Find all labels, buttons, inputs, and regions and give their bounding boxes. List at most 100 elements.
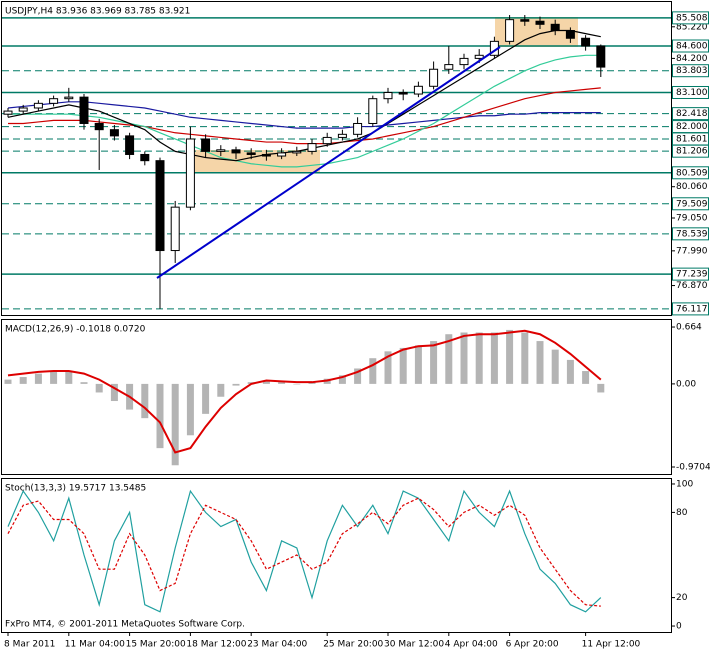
y-tick-label: -0.9704 <box>676 463 710 473</box>
level-label: 81.206 <box>676 147 708 157</box>
panel-title: MACD(12,26,9) -0.1018 0.0720 <box>5 325 146 335</box>
candle-body <box>246 152 256 155</box>
y-tick-label: 100 <box>676 479 693 489</box>
candle-body <box>216 149 226 152</box>
histogram-bar <box>445 334 453 384</box>
candle-body <box>155 160 165 252</box>
x-tick-label: 11 Apr 12:00 <box>582 640 641 650</box>
level-label: 78.539 <box>676 229 708 239</box>
histogram-bar <box>551 349 559 384</box>
candle-body <box>79 96 89 124</box>
level-label: 83.803 <box>676 66 708 76</box>
level-box <box>672 39 709 53</box>
candle-body <box>368 98 378 124</box>
candle-body <box>322 136 332 145</box>
level-label: 76.117 <box>676 304 708 314</box>
histogram-bar <box>384 351 392 384</box>
histogram-bar <box>566 359 574 384</box>
histogram-bar <box>4 379 12 384</box>
level-box <box>672 267 709 281</box>
level-box <box>672 107 709 121</box>
x-tick-label: 23 Mar 04:00 <box>247 640 307 650</box>
candle-body <box>277 152 287 157</box>
level-box <box>672 302 709 316</box>
level-box <box>672 85 709 99</box>
level-label: 82.418 <box>676 109 708 119</box>
indicator-line <box>7 101 601 129</box>
indicator-line <box>7 489 602 613</box>
x-tick-label: 11 Mar 04:00 <box>65 640 125 650</box>
histogram-bar <box>597 383 605 393</box>
y-tick-label: 80.060 <box>676 182 708 192</box>
histogram-bar <box>414 345 422 384</box>
panel-border <box>1 1 672 316</box>
indicator-line <box>8 54 601 168</box>
histogram-bar <box>475 332 483 384</box>
candle-body <box>49 98 59 104</box>
candle-body <box>550 23 560 32</box>
y-tick-label: 80 <box>676 508 688 518</box>
candle-body <box>337 133 347 138</box>
candle-body <box>140 153 150 162</box>
y-tick-label: 0 <box>676 622 682 632</box>
histogram-bar <box>65 371 73 384</box>
histogram-bar <box>202 383 210 414</box>
histogram-bar <box>171 383 179 466</box>
level-label: 83.100 <box>676 88 708 98</box>
plot-area <box>2 15 671 613</box>
candle-body <box>94 122 104 131</box>
level-box <box>672 166 709 180</box>
level-label: 82.000 <box>676 122 708 132</box>
candle-body <box>231 149 241 154</box>
candle-body <box>474 54 484 59</box>
level-box <box>672 144 709 158</box>
candle-body <box>201 138 211 152</box>
candle-body <box>596 45 606 68</box>
x-tick-label: 8 Mar 2011 <box>4 640 55 650</box>
y-tick-label: 85.220 <box>676 22 708 32</box>
histogram-bar <box>232 383 240 386</box>
candle-body <box>459 57 469 66</box>
candle-body <box>565 30 575 39</box>
candle-body <box>429 68 439 87</box>
level-box <box>672 227 709 241</box>
candle-body <box>520 19 530 22</box>
histogram-bar <box>582 371 590 384</box>
histogram-bar <box>354 368 362 384</box>
candle-body <box>170 206 180 252</box>
panel-title: USDJPY,H4 83.936 83.969 83.785 83.921 <box>5 7 190 17</box>
histogram-bar <box>369 358 377 384</box>
panel-title: Stoch(13,3,3) 19.5717 13.5485 <box>5 484 146 494</box>
candle-body <box>444 64 454 70</box>
candle-body <box>125 135 135 155</box>
histogram-bar <box>95 383 103 393</box>
level-label: 80.509 <box>676 168 708 178</box>
histogram-bar <box>338 375 346 384</box>
y-tick-label: 79.050 <box>676 214 708 224</box>
candle-body <box>535 20 545 25</box>
histogram-bar <box>34 373 42 384</box>
y-tick-label: 76.870 <box>676 281 708 291</box>
level-label: 84.600 <box>676 42 708 52</box>
histogram-bar <box>156 383 164 449</box>
y-tick-label: 0.664 <box>676 323 702 333</box>
candle-body <box>353 122 363 135</box>
histogram-bar <box>278 382 286 384</box>
histogram-bar <box>186 383 194 436</box>
x-tick-label: 6 Apr 20:00 <box>506 640 559 650</box>
candle-body <box>398 91 408 95</box>
histogram-bar <box>430 341 438 384</box>
x-tick-label: 25 Mar 20:00 <box>323 640 383 650</box>
y-tick-label: 84.200 <box>676 54 708 64</box>
y-tick-label: 20 <box>676 593 688 603</box>
level-box <box>672 64 709 78</box>
histogram-bar <box>110 383 118 402</box>
histogram-bar <box>460 332 468 384</box>
histogram-bar <box>536 341 544 384</box>
candle-body <box>185 138 195 208</box>
histogram-bar <box>19 377 27 384</box>
level-label: 81.601 <box>676 134 708 144</box>
y-tick-label: 0.00 <box>676 379 696 389</box>
trend-line <box>156 46 501 279</box>
